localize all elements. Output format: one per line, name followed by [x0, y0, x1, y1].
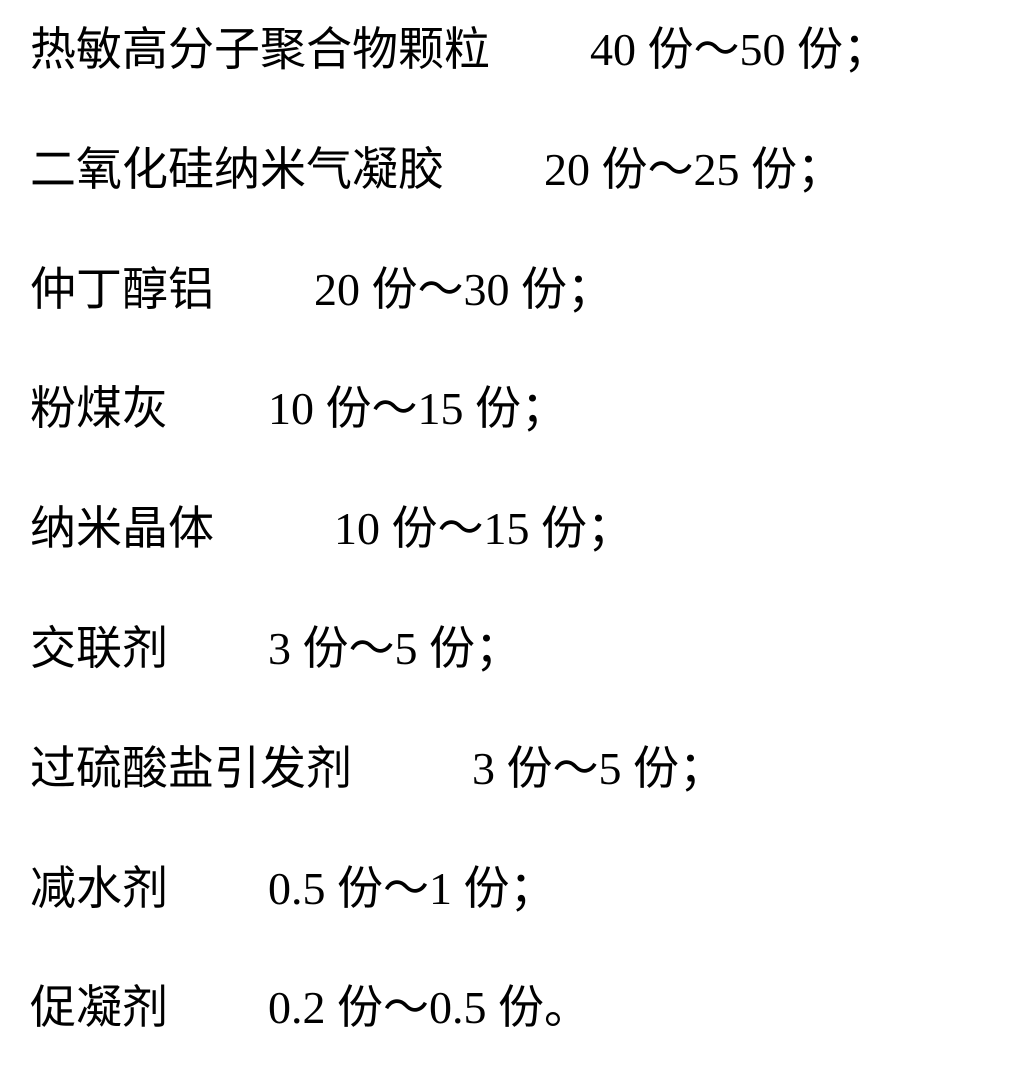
ingredient-value: 40 份～50 份；: [590, 20, 889, 80]
ingredient-value: 3 份～5 份；: [268, 619, 521, 679]
ingredient-label: 二氧化硅纳米气凝胶: [30, 140, 444, 200]
list-item: 二氧化硅纳米气凝胶 20 份～25 份；: [30, 140, 999, 200]
ingredient-label: 促凝剂: [30, 978, 168, 1038]
ingredient-value: 20 份～30 份；: [314, 260, 613, 320]
composition-list: 热敏高分子聚合物颗粒 40 份～50 份； 二氧化硅纳米气凝胶 20 份～25 …: [30, 20, 999, 1038]
ingredient-value: 0.5 份～1 份；: [268, 859, 556, 919]
list-item: 仲丁醇铝 20 份～30 份；: [30, 260, 999, 320]
list-item: 减水剂 0.5 份～1 份；: [30, 859, 999, 919]
list-item: 纳米晶体 10 份～15 份；: [30, 499, 999, 559]
ingredient-label: 仲丁醇铝: [30, 260, 214, 320]
list-item: 过硫酸盐引发剂 3 份～5 份；: [30, 739, 999, 799]
ingredient-label: 纳米晶体: [30, 499, 214, 559]
list-item: 热敏高分子聚合物颗粒 40 份～50 份；: [30, 20, 999, 80]
ingredient-value: 0.2 份～0.5 份。: [268, 978, 590, 1038]
ingredient-value: 10 份～15 份；: [334, 499, 633, 559]
ingredient-label: 过硫酸盐引发剂: [30, 739, 352, 799]
ingredient-label: 减水剂: [30, 859, 168, 919]
list-item: 促凝剂 0.2 份～0.5 份。: [30, 978, 999, 1038]
list-item: 交联剂 3 份～5 份；: [30, 619, 999, 679]
ingredient-label: 热敏高分子聚合物颗粒: [30, 20, 490, 80]
ingredient-value: 3 份～5 份；: [472, 739, 725, 799]
ingredient-label: 粉煤灰: [30, 379, 168, 439]
list-item: 粉煤灰 10 份～15 份；: [30, 379, 999, 439]
ingredient-value: 10 份～15 份；: [268, 379, 567, 439]
ingredient-label: 交联剂: [30, 619, 168, 679]
ingredient-value: 20 份～25 份；: [544, 140, 843, 200]
